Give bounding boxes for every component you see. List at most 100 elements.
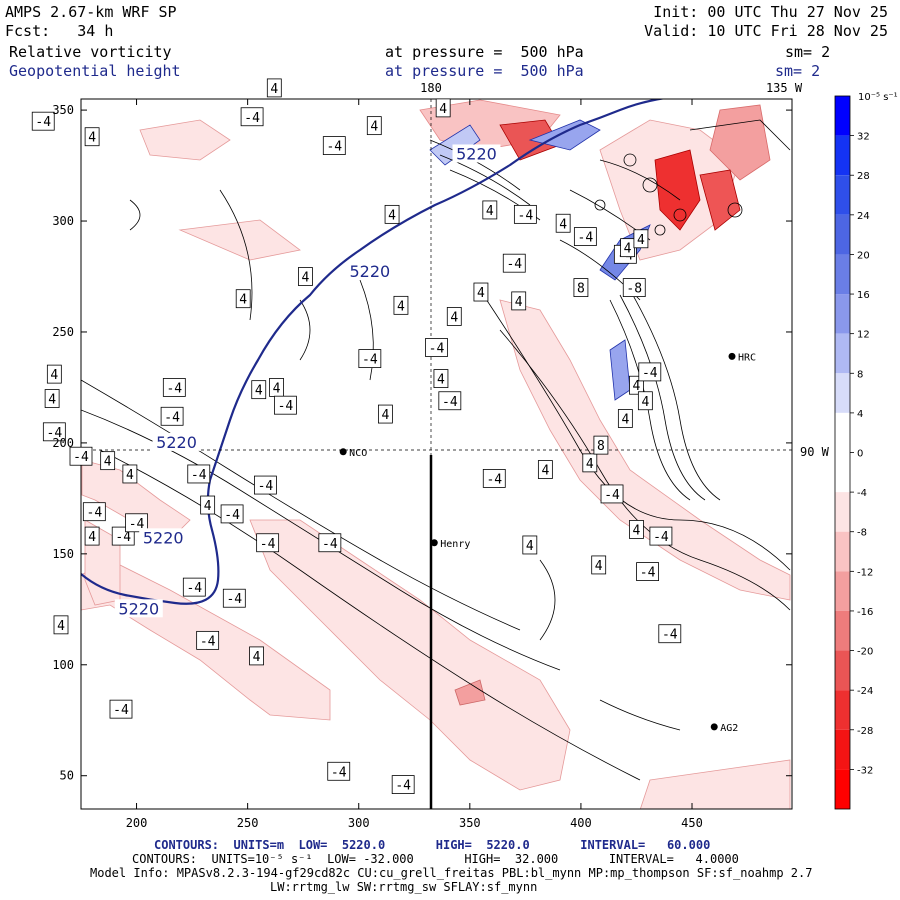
contour-label-box: [636, 562, 659, 581]
contour-label: -4: [442, 395, 458, 410]
x-tick-label: 200: [126, 816, 148, 830]
contour-label-box: [222, 588, 246, 608]
field1-level: at pressure = 500 hPa: [385, 43, 584, 61]
colorbar-segment: [835, 135, 850, 176]
stations: NCO Henry HRC AG2: [339, 352, 756, 734]
contour-label: 4: [637, 233, 645, 248]
contour-label-box: [298, 267, 313, 286]
valid-time: Valid: 10 UTC Fri 28 Nov 25: [644, 22, 888, 40]
contour-label-box: [522, 535, 538, 555]
contour-label: -4: [113, 703, 129, 718]
contour-label: -8: [626, 282, 642, 297]
contour-label-box: [318, 533, 342, 553]
contour-label: 4: [397, 299, 405, 314]
contour-label: 4: [370, 120, 378, 135]
contour-label-box: [358, 349, 382, 368]
colorbar-segment: [835, 214, 850, 255]
y-tick-label: 250: [52, 325, 74, 339]
height-contour-label: 5220: [118, 599, 159, 618]
colorbar-unit: 10⁻⁵ s⁻¹: [858, 92, 898, 103]
contour-label-box: [196, 630, 220, 650]
contour-labels: 4-44-44-44 4 -44444-4-444-44-4444-4-4-444-…: [31, 78, 682, 794]
contour-label-box: [502, 253, 526, 273]
contour-label: 4: [50, 368, 58, 383]
contour-label: -4: [662, 628, 678, 643]
contour-label-box: [220, 504, 244, 524]
contour-label: 4: [88, 131, 96, 146]
colorbar-label: 20: [857, 250, 870, 261]
height-contour-label: 5220: [156, 433, 197, 452]
contour-label-box: [391, 775, 415, 794]
contour-label: -4: [191, 468, 207, 483]
contour-label: 8: [577, 282, 585, 297]
contour-label-box: [591, 555, 607, 575]
contour-label: -4: [604, 488, 620, 503]
contour-label: 4: [239, 293, 247, 308]
contour-label: 4: [526, 539, 534, 554]
contour-label: -4: [278, 399, 294, 414]
station-marker: [710, 723, 718, 731]
contour-label: 4: [515, 295, 523, 310]
contour-label: 4: [586, 457, 594, 472]
contour-label: -4: [578, 231, 594, 246]
contour-label-box: [53, 615, 69, 635]
contour-label: 4: [126, 468, 134, 483]
colorbar-segment: [835, 373, 850, 413]
meridian-135w-label: 135 W: [766, 81, 803, 95]
contour-label: 4: [48, 393, 56, 408]
contour-label: 4: [641, 395, 649, 410]
x-tick-label: 400: [570, 816, 592, 830]
colorbar-label: 0: [857, 449, 863, 460]
contour-label: -4: [486, 472, 502, 487]
contour-label: -4: [47, 426, 63, 441]
contour-label-box: [600, 484, 624, 504]
contour-label-box: [249, 646, 264, 666]
contour-label-box: [366, 116, 382, 136]
contour-label-box: [637, 391, 653, 411]
contour-label-box: [122, 464, 138, 484]
colorbar-label: 8: [857, 369, 863, 380]
contour-label-box: [633, 229, 649, 249]
colorbar-label: -20: [857, 647, 873, 658]
colorbar-segment: [835, 175, 850, 215]
contour-label-box: [256, 533, 280, 553]
contour-label: -4: [164, 410, 180, 425]
colorbar-label: -8: [857, 528, 867, 539]
contour-label-box: [109, 699, 133, 719]
contour-label: 4: [477, 286, 485, 301]
station-label: NCO: [349, 448, 367, 459]
contour-label: 4: [301, 271, 309, 286]
y-tick-label: 50: [60, 769, 74, 783]
contour-label: 4: [253, 650, 261, 665]
contour-label: 4: [633, 379, 641, 394]
colorbar-segment: [835, 690, 850, 730]
colorbar-label: 24: [857, 211, 870, 222]
contour-label-box: [438, 391, 462, 411]
contour-label-box: [187, 464, 211, 484]
field1-smooth: sm= 2: [785, 43, 831, 61]
contour-label-box: [513, 204, 537, 224]
contour-label-box: [46, 364, 62, 384]
contour-label: -4: [395, 779, 411, 794]
contour-label-box: [240, 107, 264, 127]
contour-label: 4: [57, 619, 65, 634]
colorbar-segment: [835, 531, 850, 572]
contour-label-box: [322, 136, 346, 155]
contour-label: 4: [255, 384, 263, 399]
contour-label-box: [327, 761, 351, 781]
colorbar-label: -16: [857, 607, 873, 618]
station-marker: [430, 539, 438, 547]
contour-label: 4: [595, 559, 603, 574]
contour-label-box: [593, 435, 609, 455]
contour-label: -4: [115, 530, 131, 545]
y-tick-label: 350: [52, 103, 74, 117]
contour-label-box: [537, 460, 553, 479]
contour-label: 4: [439, 102, 447, 117]
parallel-90w-label: 90 W: [800, 445, 830, 459]
x-tick-label: 300: [348, 816, 370, 830]
contour-label-box: [384, 204, 400, 224]
contour-label: 4: [450, 310, 458, 325]
footer-height-contours: CONTOURS: UNITS=m LOW= 5220.0 HIGH= 5220…: [154, 838, 711, 852]
contour-label: 4: [541, 464, 549, 479]
colorbar-segment: [835, 96, 850, 136]
